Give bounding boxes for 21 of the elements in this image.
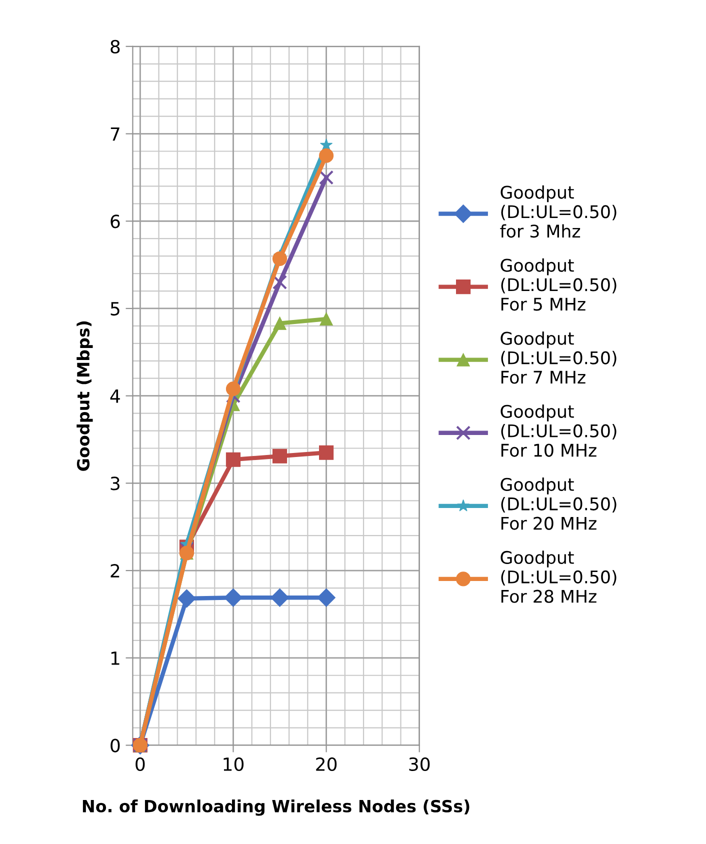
- legend-label: Goodput (DL:UL=0.50) For 10 MHz: [500, 404, 616, 457]
- legend-label: Goodput (DL:UL=0.50) for 3 Mhz: [500, 185, 616, 238]
- y-tick-label: 2: [110, 564, 120, 578]
- legend-label: Goodput (DL:UL=0.50) For 20 MHz: [500, 478, 616, 530]
- y-tick-label: 5: [110, 302, 120, 316]
- x-tick-label: 10: [224, 757, 244, 772]
- y-tick-label: 3: [110, 476, 120, 490]
- y-tick-label: 1: [111, 652, 120, 665]
- y-tick-label: 0: [110, 738, 120, 752]
- y-tick-label: 7: [110, 127, 120, 141]
- x-tick-label: 30: [409, 757, 430, 772]
- x-axis-title: No. of Downloading Wireless Nodes (SSs): [82, 800, 470, 816]
- y-tick-label: 8: [110, 40, 120, 54]
- y-tick-label: 4: [110, 390, 120, 403]
- x-tick-label: 0: [136, 757, 145, 772]
- y-axis-title: Goodput (Mbps): [76, 321, 93, 471]
- y-tick-label: 6: [110, 214, 120, 228]
- legend-label: Goodput (DL:UL=0.50) For 28 MHz: [500, 550, 616, 603]
- x-tick-label: 20: [316, 757, 337, 772]
- legend-label: Goodput (DL:UL=0.50) For 5 MHz: [500, 258, 616, 311]
- legend-label: Goodput (DL:UL=0.50) For 7 MHz: [500, 331, 616, 384]
